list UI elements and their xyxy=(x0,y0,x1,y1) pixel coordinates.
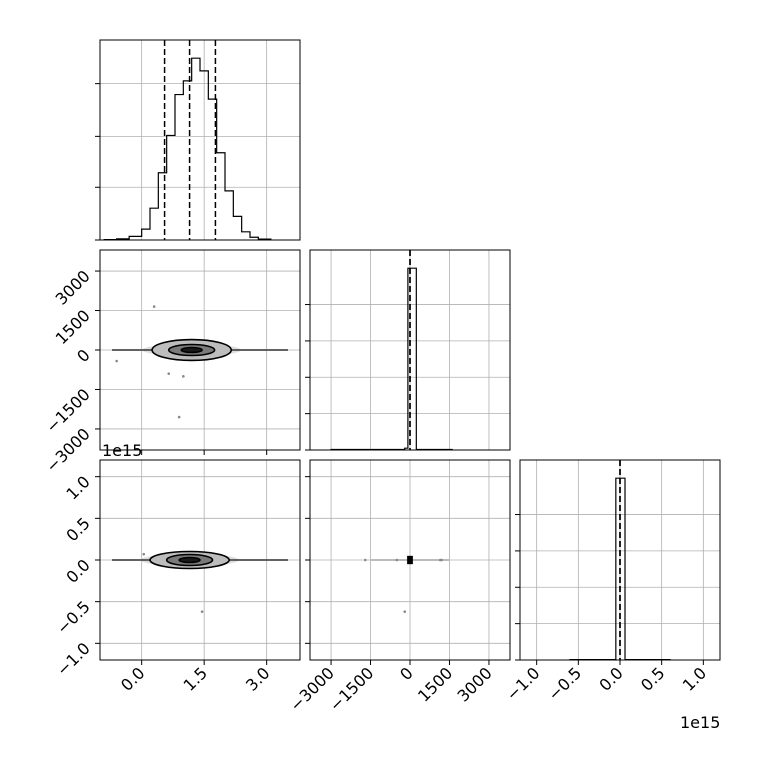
panel-hist-param2: −1.0 −0.5 0.0 0.5 1.0 xyxy=(503,459,721,704)
y-tick-label: 0.5 xyxy=(62,514,93,545)
sample-point xyxy=(363,558,367,562)
histogram-step xyxy=(330,267,453,451)
panel-scatter-param2-vs-param0: 0.0 1.5 3.0 1.0 0.5 0.0 −0.5−1.0 xyxy=(53,459,301,695)
x-exponent-label: 1e15 xyxy=(680,713,720,732)
sample-point xyxy=(177,415,181,419)
panel-hist-param1 xyxy=(305,249,511,451)
x-tick-label: −1500 xyxy=(326,663,378,715)
x-tick-label: 1500 xyxy=(414,663,456,705)
density-core xyxy=(407,555,413,565)
x-tick-label: 0.0 xyxy=(117,663,148,694)
y-tick-label: 3000 xyxy=(52,266,94,308)
y-exponent-label: 1e15 xyxy=(102,441,142,460)
sample-point xyxy=(438,558,442,562)
sample-point xyxy=(200,610,204,613)
y-tick-label: −1500 xyxy=(42,385,94,437)
axes-frame xyxy=(99,249,301,451)
plot-area xyxy=(112,305,288,419)
sample-point xyxy=(403,610,407,613)
x-tick-label: 3.0 xyxy=(242,663,273,694)
axes-frame xyxy=(309,249,511,451)
sample-point xyxy=(182,375,185,378)
plot-area xyxy=(112,550,288,613)
axes-frame xyxy=(99,39,301,241)
sample-point xyxy=(115,359,118,363)
sample-point xyxy=(142,552,146,556)
sample-point xyxy=(152,305,156,308)
axes-frame xyxy=(519,459,721,661)
density-contour xyxy=(178,556,201,564)
y-tick-label: 0.0 xyxy=(62,555,93,586)
sample-point xyxy=(167,372,171,375)
x-tick-label: 3000 xyxy=(454,663,496,705)
sample-point xyxy=(395,558,399,562)
x-tick-label: −1.0 xyxy=(503,663,544,704)
x-tick-label: 0.0 xyxy=(595,663,626,694)
y-tick-label: −0.5 xyxy=(53,597,94,638)
x-tick-label: −0.5 xyxy=(544,663,585,704)
axes-frame xyxy=(309,459,511,661)
axes-frame xyxy=(99,459,301,661)
histogram-step xyxy=(103,57,272,241)
y-tick-label: 1500 xyxy=(52,306,94,348)
y-tick-label: −1.0 xyxy=(53,639,94,680)
panel-hist-param0 xyxy=(95,39,301,241)
y-tick-label: 1.0 xyxy=(62,472,93,503)
x-tick-label: 1.5 xyxy=(180,663,211,694)
x-tick-label: 0.5 xyxy=(637,663,668,694)
x-tick-label: 0 xyxy=(396,663,417,684)
density-contour xyxy=(180,346,203,354)
x-tick-label: 1.0 xyxy=(679,663,710,694)
y-tick-label: 0 xyxy=(73,345,94,366)
plot-area xyxy=(363,555,450,613)
